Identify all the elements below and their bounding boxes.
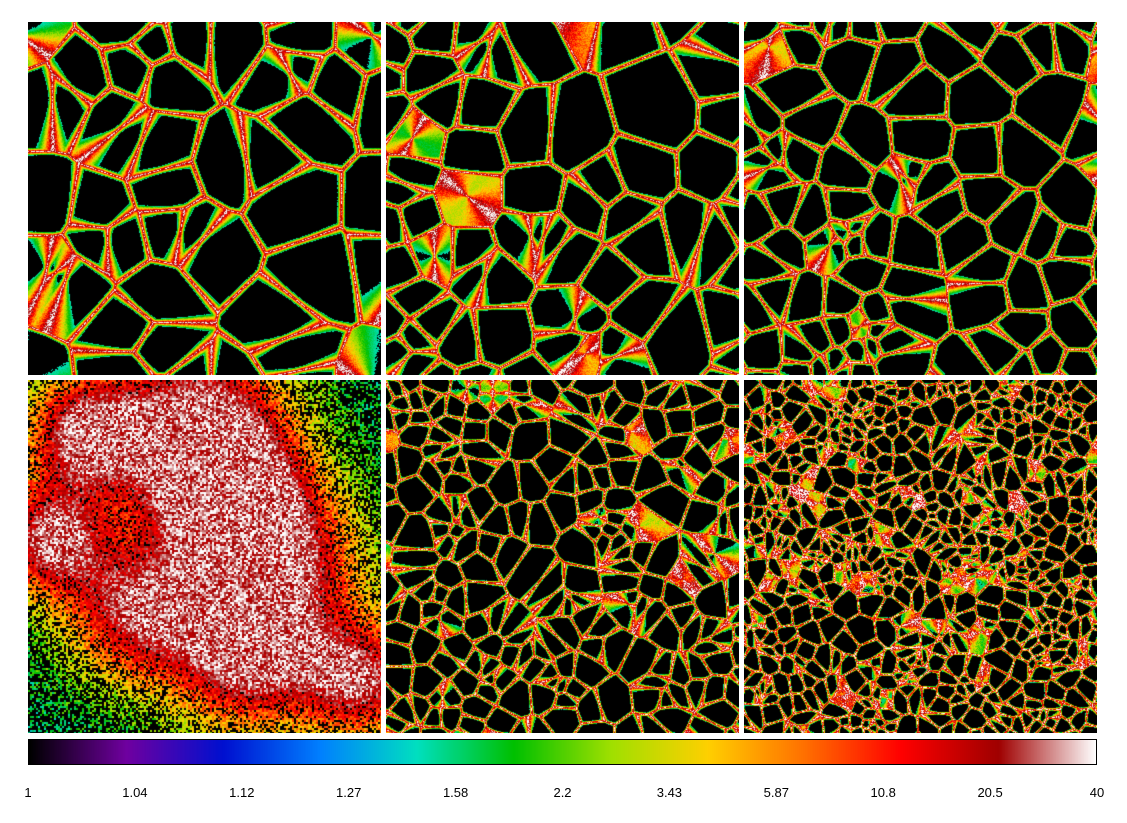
colorbar-gradient: [29, 740, 1096, 764]
colorbar-tick-label: 2.2: [553, 785, 572, 800]
colorbar-tick-label: 1.04: [122, 785, 148, 800]
panel-top-right: [744, 22, 1097, 375]
panel-bottom-left: [28, 380, 381, 733]
density-map-top-right: [744, 22, 1097, 375]
colorbar-tick-label: 40: [1089, 785, 1105, 800]
colorbar-tick-label: 1: [24, 785, 32, 800]
panel-top-middle: [386, 22, 739, 375]
density-map-top-middle: [386, 22, 739, 375]
density-map-top-left: [28, 22, 381, 375]
panel-top-left: [28, 22, 381, 375]
density-map-bottom-left: [28, 380, 381, 733]
density-map-bottom-right: [744, 380, 1097, 733]
colorbar-tick-label: 1.12: [229, 785, 255, 800]
colorbar-tick-label: 10.8: [870, 785, 896, 800]
colorbar-tick-label: 1.58: [442, 785, 469, 800]
colorbar: [28, 739, 1097, 765]
density-map-bottom-middle: [386, 380, 739, 733]
panel-bottom-middle: [386, 380, 739, 733]
colorbar-tick-label: 5.87: [763, 785, 789, 800]
colorbar-tick-label: 1.27: [336, 785, 362, 800]
panel-bottom-right: [744, 380, 1097, 733]
colorbar-tick-label: 20.5: [977, 785, 1003, 800]
colorbar-tick-label: 3.43: [656, 785, 683, 800]
